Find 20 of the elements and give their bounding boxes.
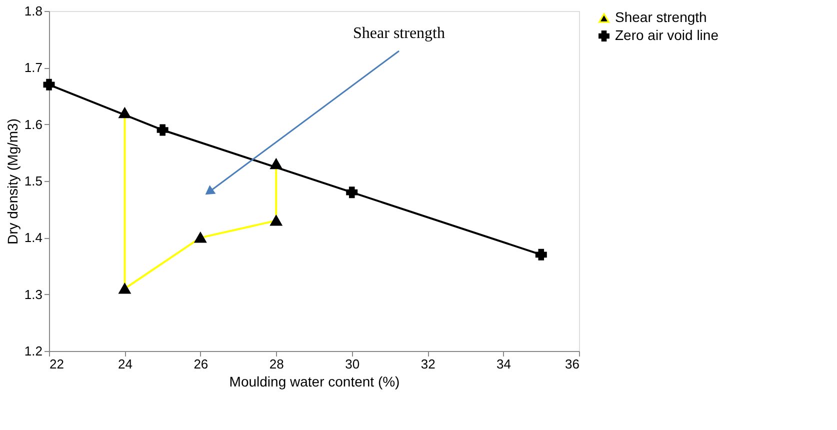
- y-axis-title: Dry density (Mg/m3): [4, 118, 20, 245]
- x-tick-label: 26: [194, 356, 208, 372]
- x-axis-title: Moulding water content (%): [229, 374, 400, 390]
- legend-label: Shear strength: [615, 9, 707, 25]
- y-tick-label: 1.3: [24, 286, 42, 302]
- x-tick-label: 30: [345, 356, 360, 372]
- y-tick-label: 1.7: [24, 60, 42, 76]
- y-tick-label: 1.2: [24, 344, 42, 358]
- x-tick-label: 22: [50, 356, 64, 372]
- x-tick-label: 24: [118, 356, 132, 372]
- y-tick-label: 1.4: [24, 230, 42, 246]
- x-tick-label: 32: [420, 356, 436, 372]
- x-tick-label: 28: [269, 356, 284, 372]
- x-tick-label: 34: [496, 356, 512, 372]
- x-tick-label: 36: [565, 356, 580, 372]
- y-tick-label: 1.6: [24, 116, 42, 132]
- annotation: Shear strength: [353, 25, 445, 42]
- y-tick-label: 1.5: [24, 174, 42, 188]
- legend-label: Zero air void line: [615, 27, 719, 43]
- y-tick-label: 1.8: [24, 4, 42, 18]
